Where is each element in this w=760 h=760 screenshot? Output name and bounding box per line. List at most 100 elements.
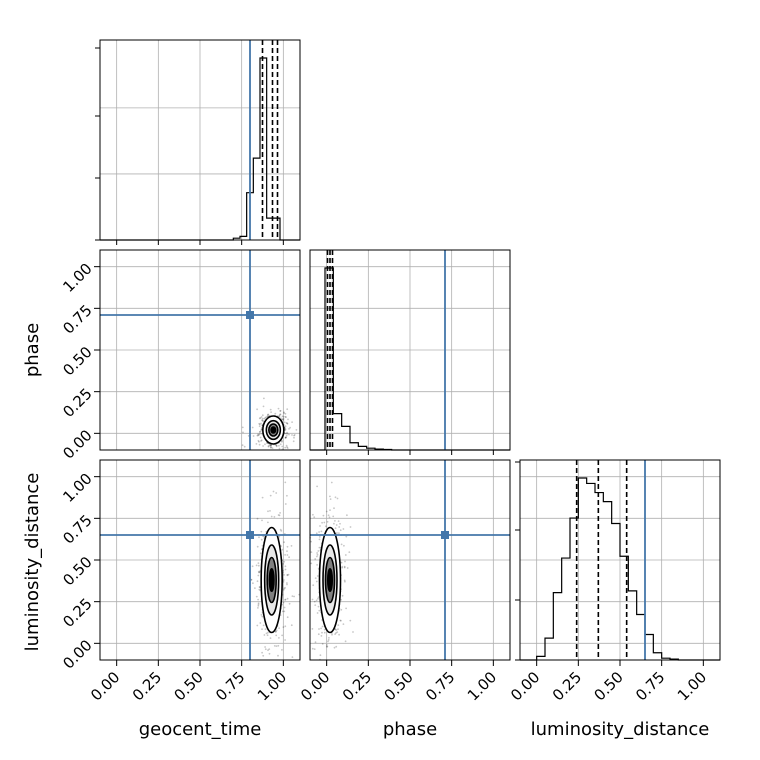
sample-point [324,525,327,528]
sample-point [285,436,287,439]
sample-point [314,641,317,644]
sample-point [340,608,343,611]
sample-point [343,579,346,582]
sample-point [255,595,258,598]
sample-point [277,644,280,647]
sample-point [262,624,265,627]
sample-point [279,413,281,416]
sample-point [263,397,265,400]
sample-point [287,418,289,421]
sample-point [257,439,260,442]
sample-point [333,522,335,525]
sample-point [316,485,318,488]
sample-point [261,628,263,631]
sample-point [242,431,244,434]
sample-point [317,605,320,608]
sample-point [262,654,265,657]
sample-point [252,435,255,437]
x-tick-label: 0.75 [212,668,248,704]
sample-point [286,447,289,449]
sample-point [251,426,254,429]
sample-point [251,565,254,568]
sample-point [312,584,315,587]
sample-point [261,419,264,422]
sample-point [274,412,277,415]
sample-point [259,430,261,433]
sample-point [284,625,287,628]
sample-point [340,543,343,546]
sample-point [316,564,318,566]
sample-point [257,605,260,607]
sample-point [257,570,260,573]
sample-point [284,565,287,568]
sample-point [282,601,285,604]
sample-point [259,552,262,555]
sample-point [315,580,318,583]
sample-point [250,579,253,581]
sample-point [286,574,289,576]
sample-point [275,634,278,637]
sample-point [283,411,285,414]
scatter-panel-luminosity-distance-vs-geocent-time [99,459,301,661]
sample-point [269,637,272,639]
sample-point [275,629,278,632]
sample-point [318,609,321,612]
sample-point [317,633,320,636]
sample-point [282,415,285,418]
sample-point [290,624,293,627]
sample-point [273,645,276,647]
histogram-panel-geocent-time [99,39,301,241]
sample-point [269,510,271,512]
sample-point [256,517,259,520]
y-tick-label: 0.50 [59,343,95,379]
sample-point [281,634,283,637]
x-tick-label: 0.75 [422,668,458,704]
sample-point [270,444,272,446]
sample-point [337,624,340,626]
sample-point [328,516,331,519]
sample-point [321,625,324,628]
sample-point [342,623,345,625]
sample-point [293,434,296,436]
sample-point [273,516,276,518]
scatter-panel-luminosity-distance-vs-phase [309,459,511,661]
sample-point [243,445,246,448]
sample-point [326,645,328,648]
sample-point [283,606,286,609]
sample-point [286,545,289,548]
sample-point [341,565,344,568]
sample-point [289,426,291,429]
sample-point [263,634,266,636]
sample-point [257,433,259,436]
sample-point [286,582,288,584]
sample-point [285,434,288,437]
x-tick-label: 0.75 [632,668,668,704]
sample-point [255,564,258,567]
sample-point [265,442,268,444]
sample-point [338,526,341,528]
y-tick-label: 0.25 [59,385,95,421]
sample-point [241,426,244,429]
sample-point [267,445,270,447]
sample-point [320,530,323,533]
sample-point [261,414,264,417]
sample-point [267,521,269,524]
sample-point [278,535,281,538]
sample-point [339,529,342,532]
histogram-panel-phase [309,249,511,451]
sample-point [316,555,318,558]
sample-point [323,631,326,634]
sample-point [271,447,274,449]
sample-point [284,427,287,430]
x-tick-label: 0.25 [339,668,375,704]
sample-point [286,446,288,448]
sample-point [277,407,280,410]
sample-point [269,408,272,411]
sample-point [334,496,337,499]
sample-point [285,422,288,424]
sample-point [256,624,259,627]
sample-point [318,536,321,538]
sample-point [257,602,260,605]
sample-point [258,425,261,428]
y-tick-label: 0.75 [59,511,95,547]
